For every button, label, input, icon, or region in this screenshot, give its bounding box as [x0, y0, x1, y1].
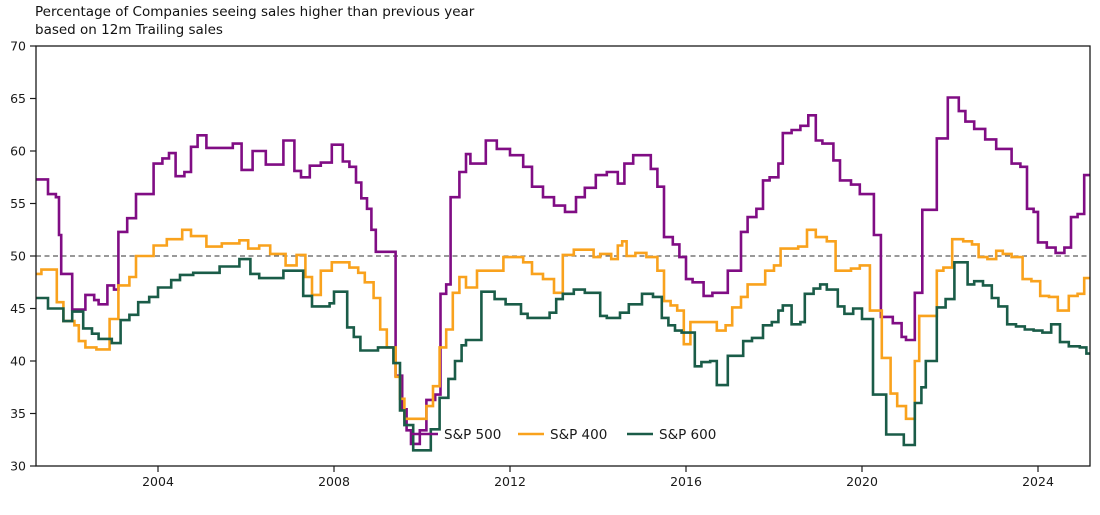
x-tick-label: 2008 [318, 474, 350, 489]
legend-label-sp600: S&P 600 [659, 427, 716, 443]
series-line-sp500 [36, 96, 1090, 446]
x-tick-label: 2024 [1022, 474, 1054, 489]
y-tick-label: 60 [10, 144, 26, 159]
y-tick-label: 70 [10, 39, 26, 54]
y-tick-label: 55 [10, 196, 26, 211]
legend-label-sp500: S&P 500 [444, 427, 501, 443]
y-tick-label: 65 [10, 91, 26, 106]
chart-title-line2: based on 12m Trailing sales [35, 22, 223, 38]
x-tick-label: 2004 [142, 474, 174, 489]
y-tick-label: 30 [10, 459, 26, 474]
series-line-sp400 [36, 228, 1090, 421]
chart-title-line1: Percentage of Companies seeing sales hig… [35, 4, 475, 20]
legend-label-sp400: S&P 400 [550, 427, 607, 443]
series-line-sp600 [36, 257, 1090, 452]
y-tick-label: 45 [10, 301, 26, 316]
x-tick-label: 2020 [846, 474, 878, 489]
y-tick-label: 35 [10, 406, 26, 421]
x-tick-label: 2012 [494, 474, 526, 489]
chart-title: Percentage of Companies seeing sales hig… [35, 3, 474, 39]
y-tick-label: 50 [10, 249, 26, 264]
y-tick-label: 40 [10, 354, 26, 369]
x-tick-label: 2016 [670, 474, 702, 489]
